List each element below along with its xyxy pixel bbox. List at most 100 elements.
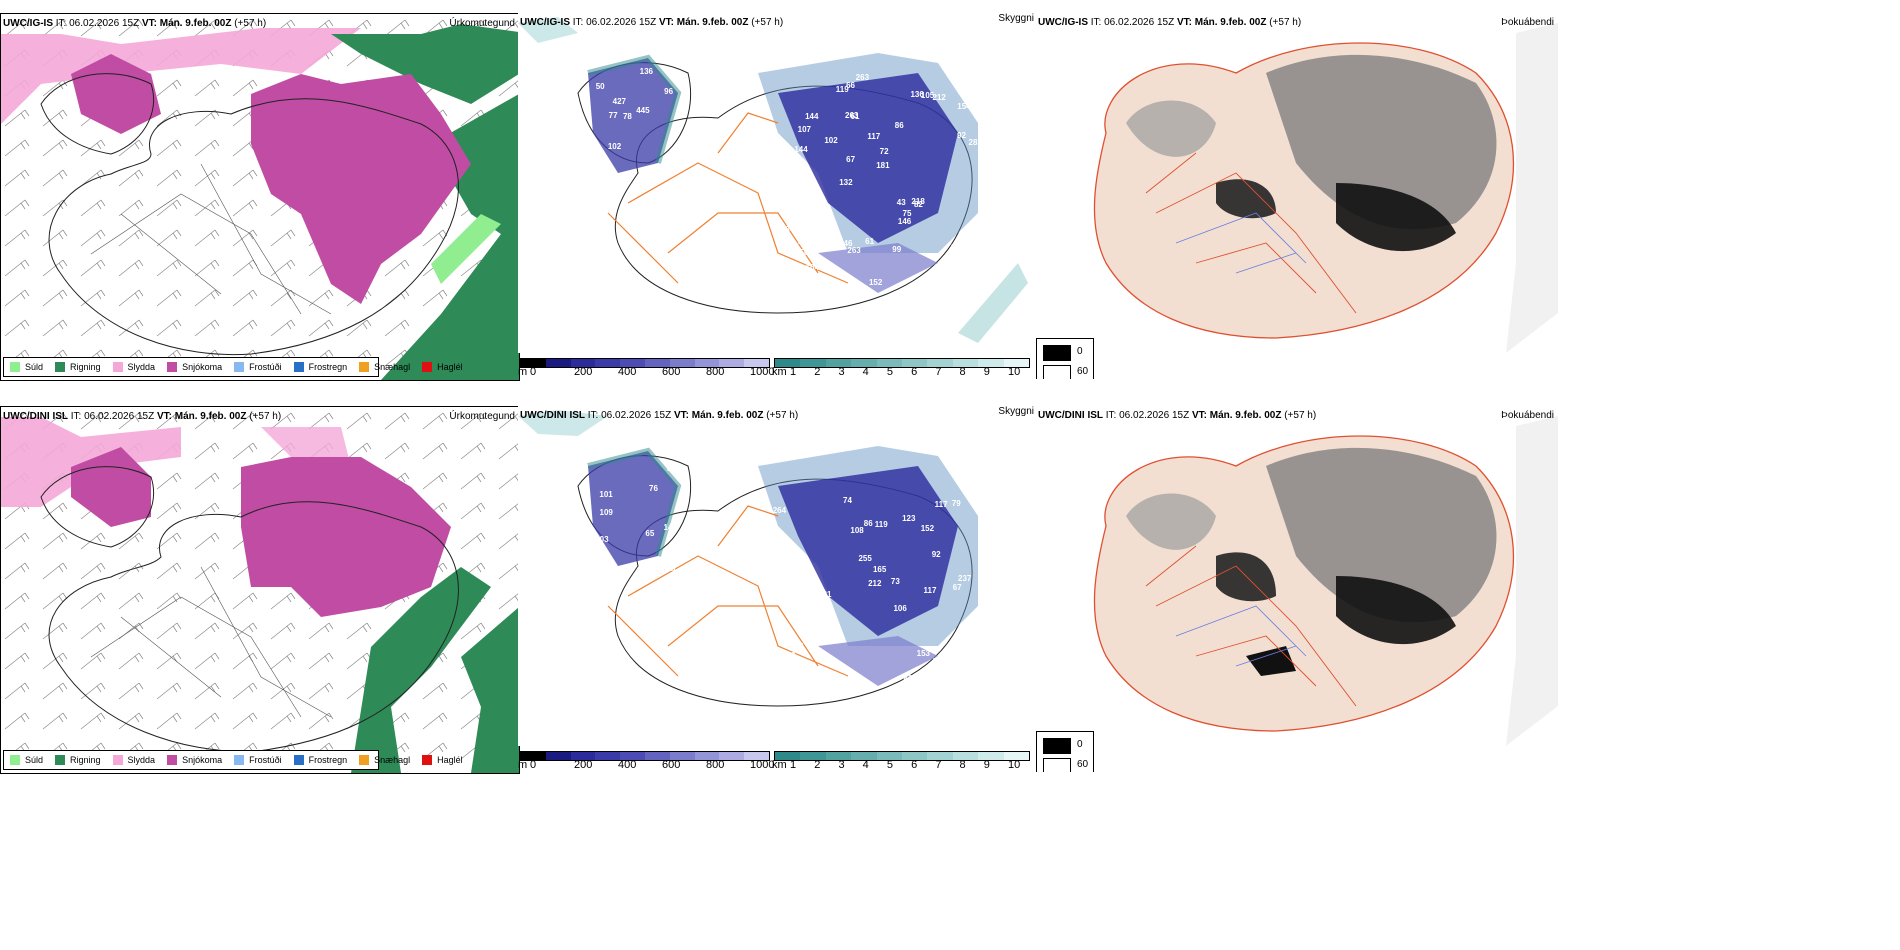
terrain-height-label: 111 [664,563,677,573]
terrain-height-label: 237 [958,573,972,583]
legend-item-slydda: Slydda [112,362,155,372]
visibility-panel-bottom: UWC/DINI ISL IT: 06.02.2026 15Z VT: Mán.… [518,406,1036,772]
visibility-header-top: UWC/IG-IS IT: 06.02.2026 15Z VT: Mán. 9.… [520,17,783,28]
colorbar-segment [744,359,769,367]
terrain-height-label: 263 [855,73,870,83]
model-name: UWC/DINI ISL [1038,410,1103,421]
height-colorbar-bottom [520,751,770,761]
terrain-height-label: 82 [913,199,923,209]
vis-colorbar-bottom [774,751,1030,761]
terrain-height-label: 108 [850,525,864,535]
terrain-height-label: 264 [772,506,787,516]
terrain-height-label: 65 [645,529,655,539]
colorbar-segment [620,359,645,367]
legend-swatch [55,362,66,372]
height-ticks-top: 0 200 400 600 800 1000 [530,366,774,379]
height-unit-top: m [518,366,528,378]
terrain-height-label: 69 [773,155,783,165]
height-colorbar-top [520,358,770,368]
colorbar-segment [669,359,695,367]
terrain-height-label: 96 [664,86,674,96]
terrain-height-label: 152 [868,277,883,287]
terrain-height-label: 69 [590,159,600,169]
terrain-height-label: 95 [955,633,965,643]
cloud-swatch-0 [1043,345,1071,361]
terrain-height-label: 281 [968,138,982,148]
colorbar-tick-label: 7 [935,366,942,378]
colorbar-tick-label: 200 [574,759,593,771]
colorbar-segment [1003,752,1030,760]
colorbar-tick-label: 10 [1008,759,1021,771]
colorbar-tick-label: 1000 [750,366,775,378]
legend-item-frostregn: Frostregn [293,755,347,765]
colorbar-segment [851,359,877,367]
terrain-height-label: 152 [920,524,935,534]
terrain-height-label: 79 [951,499,961,509]
terrain-height-label: 109 [599,507,613,517]
terrain-height-label: 70 [782,587,792,597]
terrain-height-label: 144 [663,523,677,533]
terrain-height-label: 101 [599,489,613,499]
legend-item-frostudi: Frostúði [234,755,282,765]
terrain-labels-bottom: 111 55 106 264 95 101 54 81 152 86 76 42 55 74 73 103 11… [518,406,1036,746]
model-name: UWC/IG-IS [3,18,53,29]
terrain-height-label: 103 [595,534,609,544]
colorbar-segment [978,752,1004,760]
colorbar-segment [644,752,670,760]
terrain-height-label: 136 [910,90,924,100]
legend-swatch [293,755,304,765]
colorbar-tick-label: 400 [618,759,637,771]
terrain-height-label: 61 [850,112,860,122]
colorbar-segment [620,752,645,760]
terrain-height-label: 181 [876,161,890,170]
colorbar-tick-label: 8 [959,366,966,378]
terrain-height-label: 132 [839,178,853,188]
colorbar-tick-label: 6 [911,366,918,378]
terrain-height-label: 82 [903,673,913,683]
it-value: 06.02.2026 15Z [1104,17,1175,28]
legend-item-frostregn: Frostregn [293,362,347,372]
vt-value: Mán. 9.feb. 00Z [1194,17,1267,28]
vis-ticks-bottom: 1 2 3 4 5 6 7 8 9 10 [790,759,1028,772]
terrain-height-label: 77 [977,149,987,159]
vt-value: Mán. 9.feb. 00Z [676,17,749,28]
terrain-height-label: 83 [935,265,945,275]
colorbar-segment [545,359,571,367]
terrain-height-label: 86 [950,243,960,253]
lead-time: (+57 h) [1269,17,1302,28]
vt-value: Mán. 9.feb. 00Z [174,411,247,422]
terrain-height-label: 122 [766,270,781,280]
colorbar-segment [775,359,801,367]
fog-title-top: Þokuábendi [1501,17,1554,28]
colorbar-segment [978,359,1004,367]
fog-map-bottom [1036,406,1558,772]
height-ticks-bottom: 0 200 400 600 800 1000 [530,759,774,772]
terrain-height-label: 55 [793,582,803,592]
colorbar-tick-label: 800 [706,366,725,378]
colorbar-segment [1003,359,1030,367]
terrain-height-label: 56 [799,248,809,258]
terrain-height-label: 50 [595,82,605,92]
lead-time: (+57 h) [234,18,267,29]
precip-legend-bottom: Súld Rigning Slydda Snjókoma Frostúði Fr… [3,750,463,770]
colorbar-tick-label: 5 [886,366,893,378]
precip-title-top: Úrkomutegund [449,18,515,29]
colorbar-segment [570,752,596,760]
visibility-title-bottom: Skyggni [998,406,1034,417]
terrain-height-label: 66 [846,81,855,91]
terrain-height-label: 75 [902,209,912,219]
vt-value: Mán. 9.feb. 00Z [159,18,232,29]
colorbar-tick-label: 4 [862,366,869,378]
terrain-height-label: 92 [931,550,941,560]
precip-map-top [1,14,519,380]
legend-swatch [167,362,178,372]
legend-swatch [422,755,433,765]
terrain-height-label: 53 [783,272,793,282]
terrain-height-label: 117 [934,499,948,509]
colorbar-tick-label: 400 [618,366,637,378]
vis-unit-bottom: km [772,759,787,771]
precip-title-bottom: Úrkomutegund [449,411,515,422]
visibility-map-bottom [518,406,1036,746]
colorbar-tick-label: 0 [530,366,537,378]
terrain-height-label: 80 [977,606,987,616]
